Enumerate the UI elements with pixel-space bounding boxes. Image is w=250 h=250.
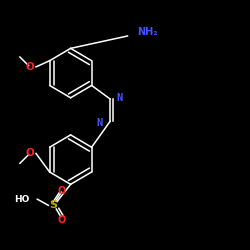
Text: O: O: [58, 215, 66, 225]
Text: O: O: [26, 62, 34, 72]
Text: N: N: [96, 118, 103, 128]
Text: O: O: [58, 186, 66, 196]
Text: S: S: [49, 200, 57, 210]
Text: N: N: [116, 93, 122, 103]
Text: O: O: [26, 148, 34, 158]
Text: NH₂: NH₂: [137, 27, 158, 37]
Text: HO: HO: [14, 195, 30, 204]
